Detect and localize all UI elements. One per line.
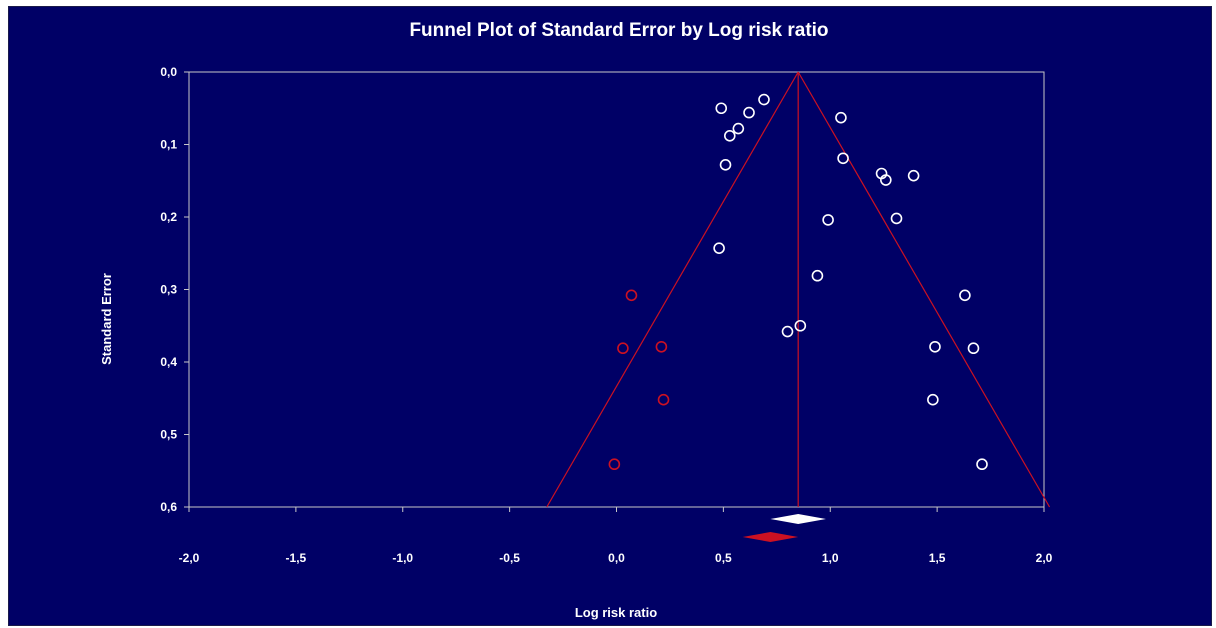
y-tick-label: 0,0 (160, 65, 177, 79)
x-tick-label: 1,0 (822, 551, 839, 565)
funnel-plot-chart: Funnel Plot of Standard Error by Log ris… (99, 20, 1053, 620)
y-tick-label: 0,2 (160, 210, 177, 224)
x-tick-label: -2,0 (179, 551, 200, 565)
observed-study-point (927, 393, 939, 406)
adjusted-summary-diamond (742, 532, 799, 542)
observed-study-point (976, 458, 988, 471)
x-tick-label: 2,0 (1036, 551, 1053, 565)
observed-study-point (837, 152, 849, 165)
observed-study-point (758, 93, 770, 106)
x-tick-label: 1,5 (929, 551, 946, 565)
y-tick-label: 0,3 (160, 283, 177, 297)
x-tick-label: -0,5 (499, 551, 520, 565)
observed-study-point (890, 212, 903, 225)
imputed-study-point (655, 340, 668, 353)
x-axis-label: Log risk ratio (575, 605, 657, 620)
data-points (608, 93, 988, 471)
observed-study-point (743, 106, 755, 119)
summary-diamonds (742, 514, 826, 542)
x-tick-label: 0,0 (608, 551, 625, 565)
observed-study-point (794, 319, 807, 332)
observed-study-point (907, 169, 920, 182)
observed-study-point (713, 242, 725, 254)
x-axis: -2,0 -1,5 -1,0 -0,5 0,0 0,5 1,0 1,5 2,0 (179, 507, 1053, 565)
imputed-study-point (617, 342, 629, 355)
y-tick-label: 0,1 (160, 138, 177, 152)
observed-study-point (811, 269, 824, 282)
observed-study-point (967, 342, 980, 355)
plot-area (188, 71, 1045, 508)
observed-study-point (880, 174, 892, 186)
observed-study-point (835, 111, 847, 124)
observed-study-point (719, 159, 732, 171)
funnel-right-line (797, 71, 1051, 508)
y-tick-label: 0,6 (160, 500, 177, 514)
chart-title: Funnel Plot of Standard Error by Log ris… (409, 20, 828, 41)
x-tick-label: -1,0 (392, 551, 413, 565)
imputed-study-point (657, 393, 670, 406)
x-tick-label: 0,5 (715, 551, 732, 565)
funnel-left-line (546, 71, 799, 508)
observed-summary-diamond (770, 514, 826, 524)
observed-study-point (959, 289, 971, 302)
observed-study-point (723, 130, 736, 142)
observed-study-point (929, 340, 941, 353)
funnel-lines (546, 71, 1051, 508)
y-axis: 0,0 0,1 0,2 0,3 0,4 0,5 0,6 (160, 65, 189, 514)
y-tick-label: 0,5 (160, 428, 177, 442)
y-tick-label: 0,4 (160, 355, 177, 369)
y-axis-label: Standard Error (99, 273, 114, 365)
observed-study-point (822, 214, 834, 226)
observed-study-point (732, 122, 745, 135)
chart-frame: Funnel Plot of Standard Error by Log ris… (8, 6, 1212, 626)
observed-study-point (715, 102, 728, 115)
imputed-study-point (625, 289, 638, 302)
imputed-study-point (608, 458, 621, 471)
x-tick-label: -1,5 (286, 551, 307, 565)
observed-study-point (781, 325, 794, 338)
